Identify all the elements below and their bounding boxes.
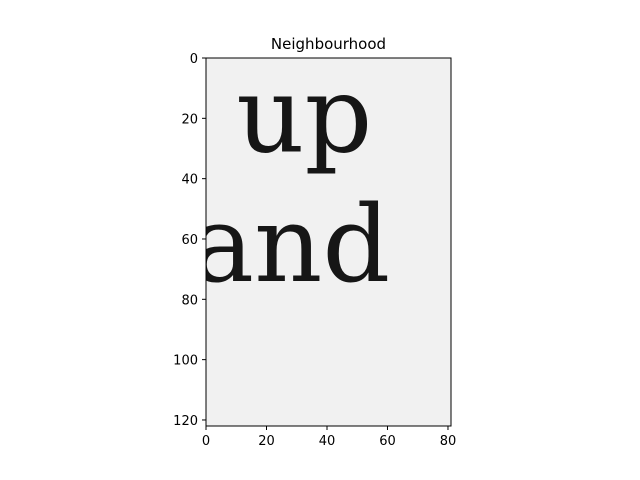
y-tick-label: 60	[181, 233, 198, 248]
y-tick-label: 40	[181, 173, 198, 188]
x-tick-label: 0	[202, 434, 210, 449]
y-tick-label: 20	[181, 112, 198, 127]
x-axis: 0 20 40 60 80	[202, 426, 456, 449]
y-tick-label: 120	[173, 414, 198, 429]
y-tick-label: 100	[173, 354, 198, 369]
y-tick-label: 0	[190, 52, 198, 67]
x-tick-label: 60	[379, 434, 396, 449]
plot-frame	[205, 57, 452, 427]
image-word-1: and	[191, 183, 390, 306]
y-axis: 0 20 40 60 80 100 120	[173, 52, 206, 429]
chart-title: Neighbourhood	[271, 35, 386, 53]
y-tick-label: 80	[181, 293, 198, 308]
x-tick-label: 80	[440, 434, 457, 449]
x-tick-label: 20	[258, 434, 275, 449]
image-background	[206, 58, 451, 426]
image-word-0: up	[236, 54, 372, 177]
x-tick-label: 40	[319, 434, 336, 449]
